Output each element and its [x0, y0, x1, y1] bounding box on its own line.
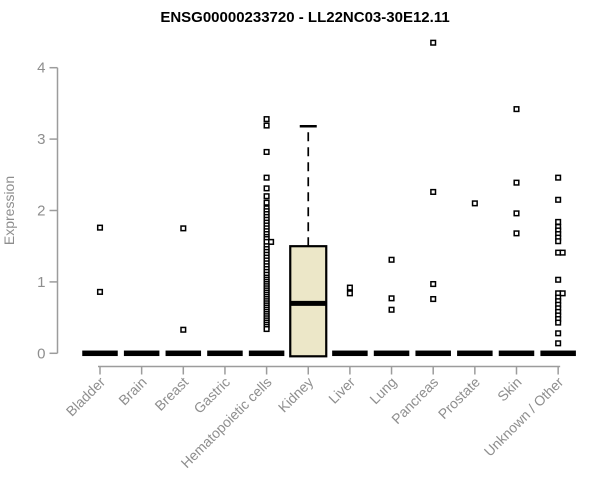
- data-point: [346, 284, 353, 291]
- zero-median-bar: [165, 350, 202, 357]
- y-tick-label: 2: [37, 203, 45, 220]
- zero-median-bar: [332, 350, 368, 357]
- data-point: [430, 280, 437, 288]
- zero-median-bar: [457, 350, 493, 357]
- data-point: [430, 295, 437, 303]
- data-point: [430, 188, 437, 195]
- data-point: [559, 290, 566, 297]
- data-point: [555, 218, 562, 225]
- zero-median-bar: [123, 350, 160, 357]
- data-point: [388, 295, 395, 302]
- y-tick-label: 4: [37, 60, 45, 77]
- data-point: [555, 276, 562, 283]
- data-point: [96, 224, 104, 231]
- zero-median-bar: [498, 350, 535, 357]
- data-point: [180, 326, 187, 333]
- category-label: Lung: [366, 374, 399, 407]
- data-point: [263, 174, 270, 181]
- data-point: [263, 148, 270, 156]
- category-label: Prostate: [435, 374, 483, 422]
- chart-title: ENSG00000233720 - LL22NC03-30E12.11: [160, 9, 450, 26]
- y-tick-label: 0: [37, 345, 45, 362]
- y-axis-title: Expression: [1, 176, 17, 245]
- data-point: [555, 174, 562, 181]
- data-point: [471, 200, 478, 207]
- data-point: [559, 249, 566, 256]
- data-point: [555, 196, 562, 203]
- y-tick-label: 1: [37, 274, 45, 291]
- data-point: [388, 306, 395, 313]
- zero-median-bar: [207, 350, 243, 357]
- zero-median-bar: [373, 350, 410, 357]
- data-point: [180, 225, 187, 232]
- category-label: Kidney: [275, 374, 317, 416]
- category-label: Bladder: [63, 374, 109, 420]
- data-point: [513, 210, 520, 217]
- y-tick-label: 3: [37, 131, 45, 148]
- data-point: [555, 319, 562, 326]
- category-label: Unknown / Other: [481, 374, 567, 460]
- data-point: [555, 340, 562, 347]
- zero-median-bar: [415, 350, 451, 357]
- data-point: [263, 325, 270, 333]
- data-point: [346, 290, 353, 297]
- data-point: [388, 256, 395, 263]
- category-label: Skin: [494, 374, 525, 405]
- category-label: Breast: [151, 374, 191, 414]
- data-point: [513, 179, 520, 186]
- data-point: [263, 199, 270, 206]
- zero-median-bar: [82, 350, 118, 357]
- zero-median-bar: [540, 350, 576, 357]
- category-label: Liver: [325, 374, 358, 407]
- data-point: [96, 288, 104, 295]
- category-label: Brain: [115, 374, 149, 408]
- data-point: [263, 116, 270, 123]
- data-point: [513, 106, 520, 113]
- data-point: [263, 122, 270, 129]
- data-point: [555, 330, 562, 337]
- data-point: [268, 238, 275, 245]
- data-point: [555, 238, 562, 245]
- data-point: [263, 193, 270, 200]
- data-point: [263, 185, 270, 192]
- data-point: [513, 230, 520, 237]
- zero-median-bar: [248, 350, 285, 357]
- data-point: [430, 39, 437, 46]
